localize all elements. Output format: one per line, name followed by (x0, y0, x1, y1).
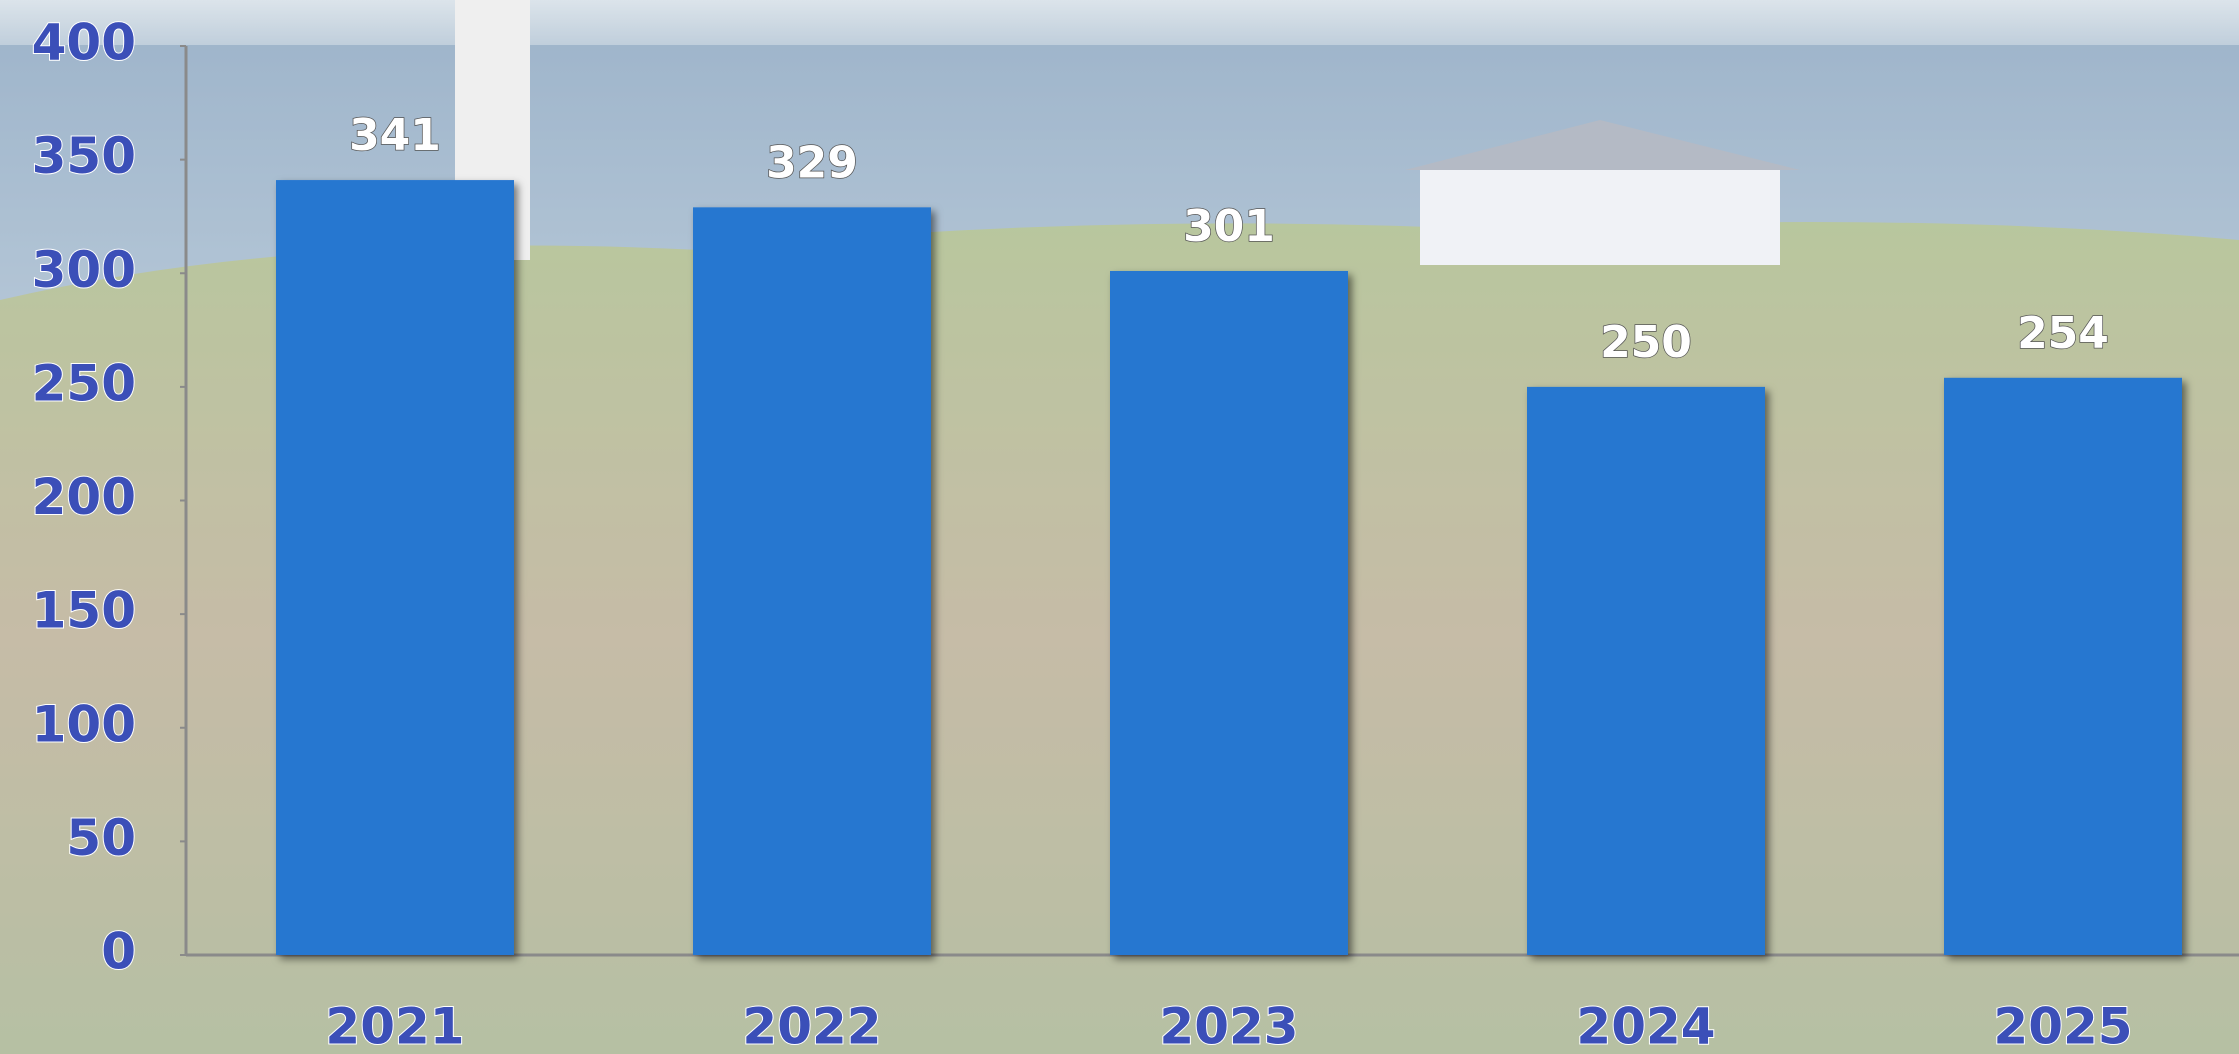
y-tick-label: 50 (66, 809, 136, 867)
x-tick-label: 2025 (1993, 998, 2132, 1054)
x-tick-label: 2022 (742, 998, 881, 1054)
data-label: 341 (349, 110, 441, 161)
bar (1110, 270, 1348, 955)
y-tick-label: 300 (32, 241, 136, 299)
y-tick-label: 0 (101, 923, 136, 981)
bar (1527, 386, 1765, 955)
data-label: 250 (1600, 317, 1692, 368)
x-tick-label: 2023 (1159, 998, 1298, 1054)
y-tick-label: 200 (32, 468, 136, 526)
data-label: 301 (1183, 201, 1275, 252)
y-tick-label: 400 (32, 14, 136, 72)
data-label: 254 (2017, 308, 2109, 359)
bar (276, 180, 514, 955)
y-tick-label: 350 (32, 127, 136, 185)
y-tick-label: 100 (32, 695, 136, 753)
y-tick-label: 250 (32, 354, 136, 412)
x-tick-label: 2021 (325, 998, 464, 1054)
y-tick-label: 150 (32, 582, 136, 640)
bar (1944, 377, 2182, 955)
bar (693, 207, 931, 955)
data-label: 329 (766, 137, 858, 188)
x-tick-label: 2024 (1576, 998, 1715, 1054)
